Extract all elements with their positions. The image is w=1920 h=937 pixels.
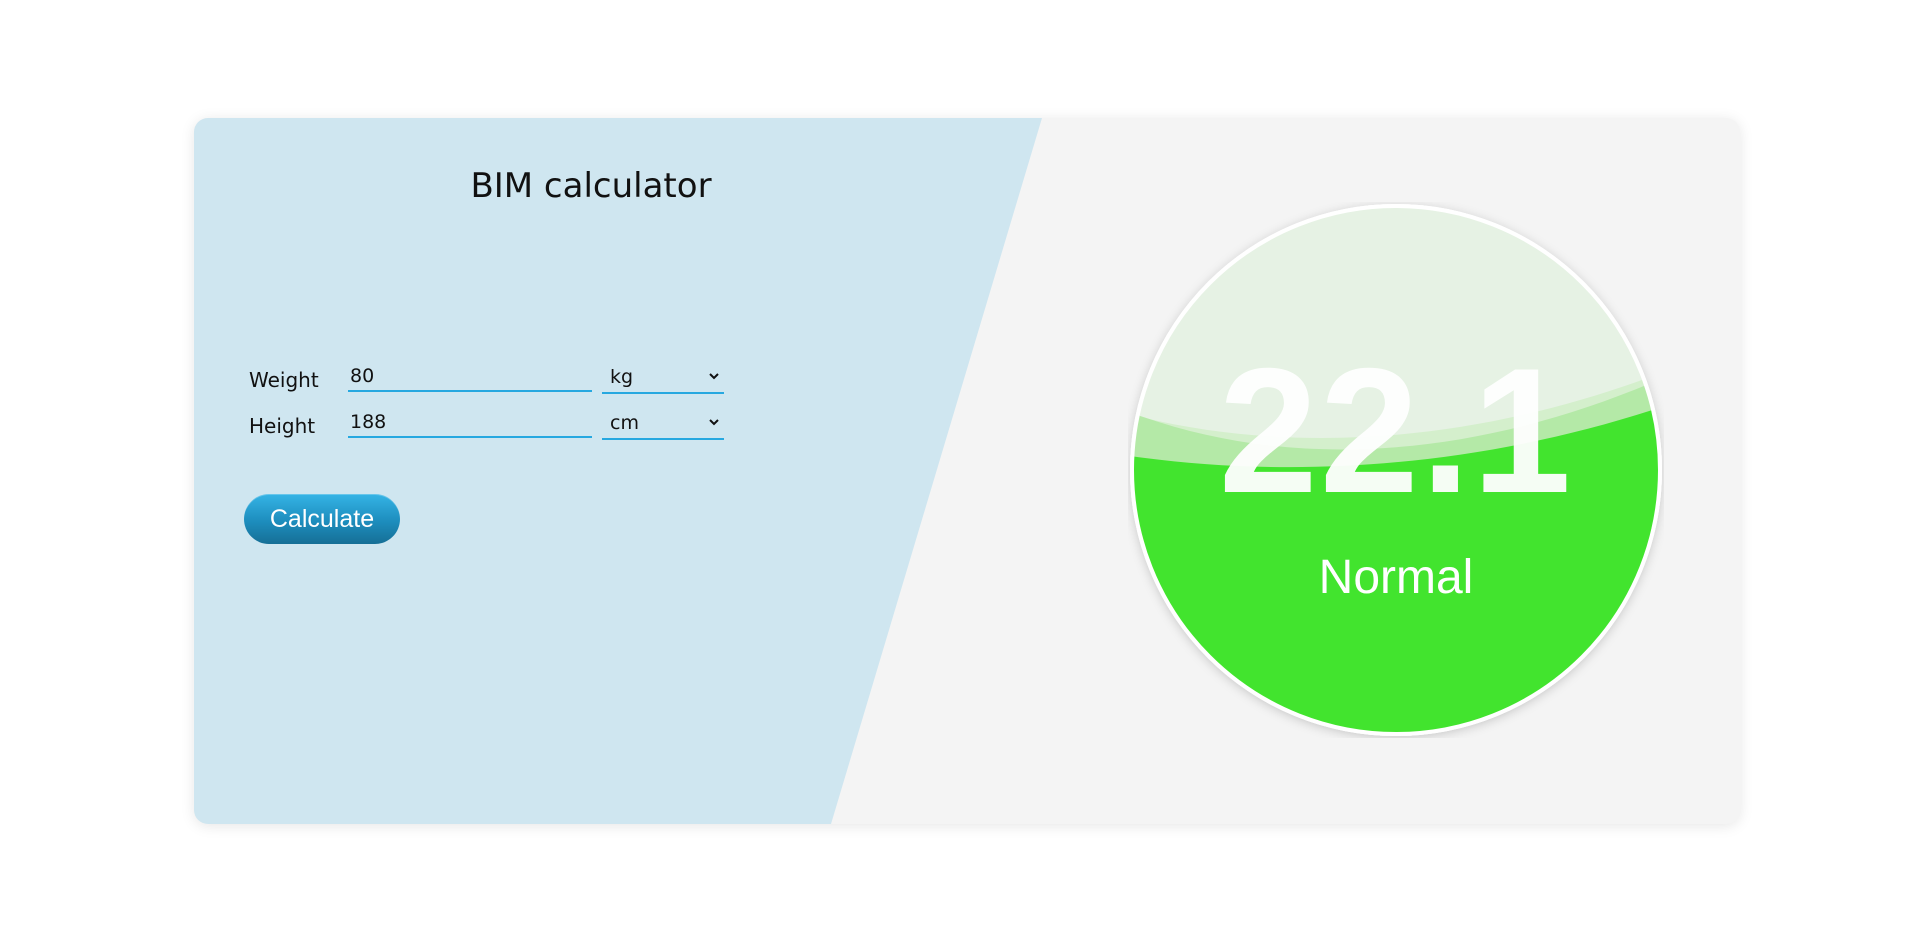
height-unit-value: cm [610, 412, 639, 434]
bmi-category: Normal [1318, 551, 1474, 604]
chevron-down-icon [709, 373, 719, 380]
result-gauge: 22.1 Normal [1128, 202, 1664, 738]
bmi-value: 22.1 [1218, 331, 1574, 530]
weight-input[interactable] [348, 362, 592, 392]
weight-unit-value: kg [610, 366, 634, 388]
weight-unit-select[interactable]: kg [602, 362, 724, 394]
page-title: BIM calculator [470, 166, 712, 206]
calculate-button[interactable]: Calculate [244, 494, 400, 544]
weight-label: Weight [249, 368, 319, 392]
height-unit-select[interactable]: cm [602, 408, 724, 440]
height-label: Height [249, 414, 316, 438]
gauge-fill [1132, 406, 1660, 734]
gauge-circle [1130, 204, 1662, 736]
height-input[interactable] [348, 408, 592, 438]
bmi-card: BIM calculator Weight kg Height cm Calcu… [194, 118, 1740, 824]
chevron-down-icon [709, 419, 719, 426]
